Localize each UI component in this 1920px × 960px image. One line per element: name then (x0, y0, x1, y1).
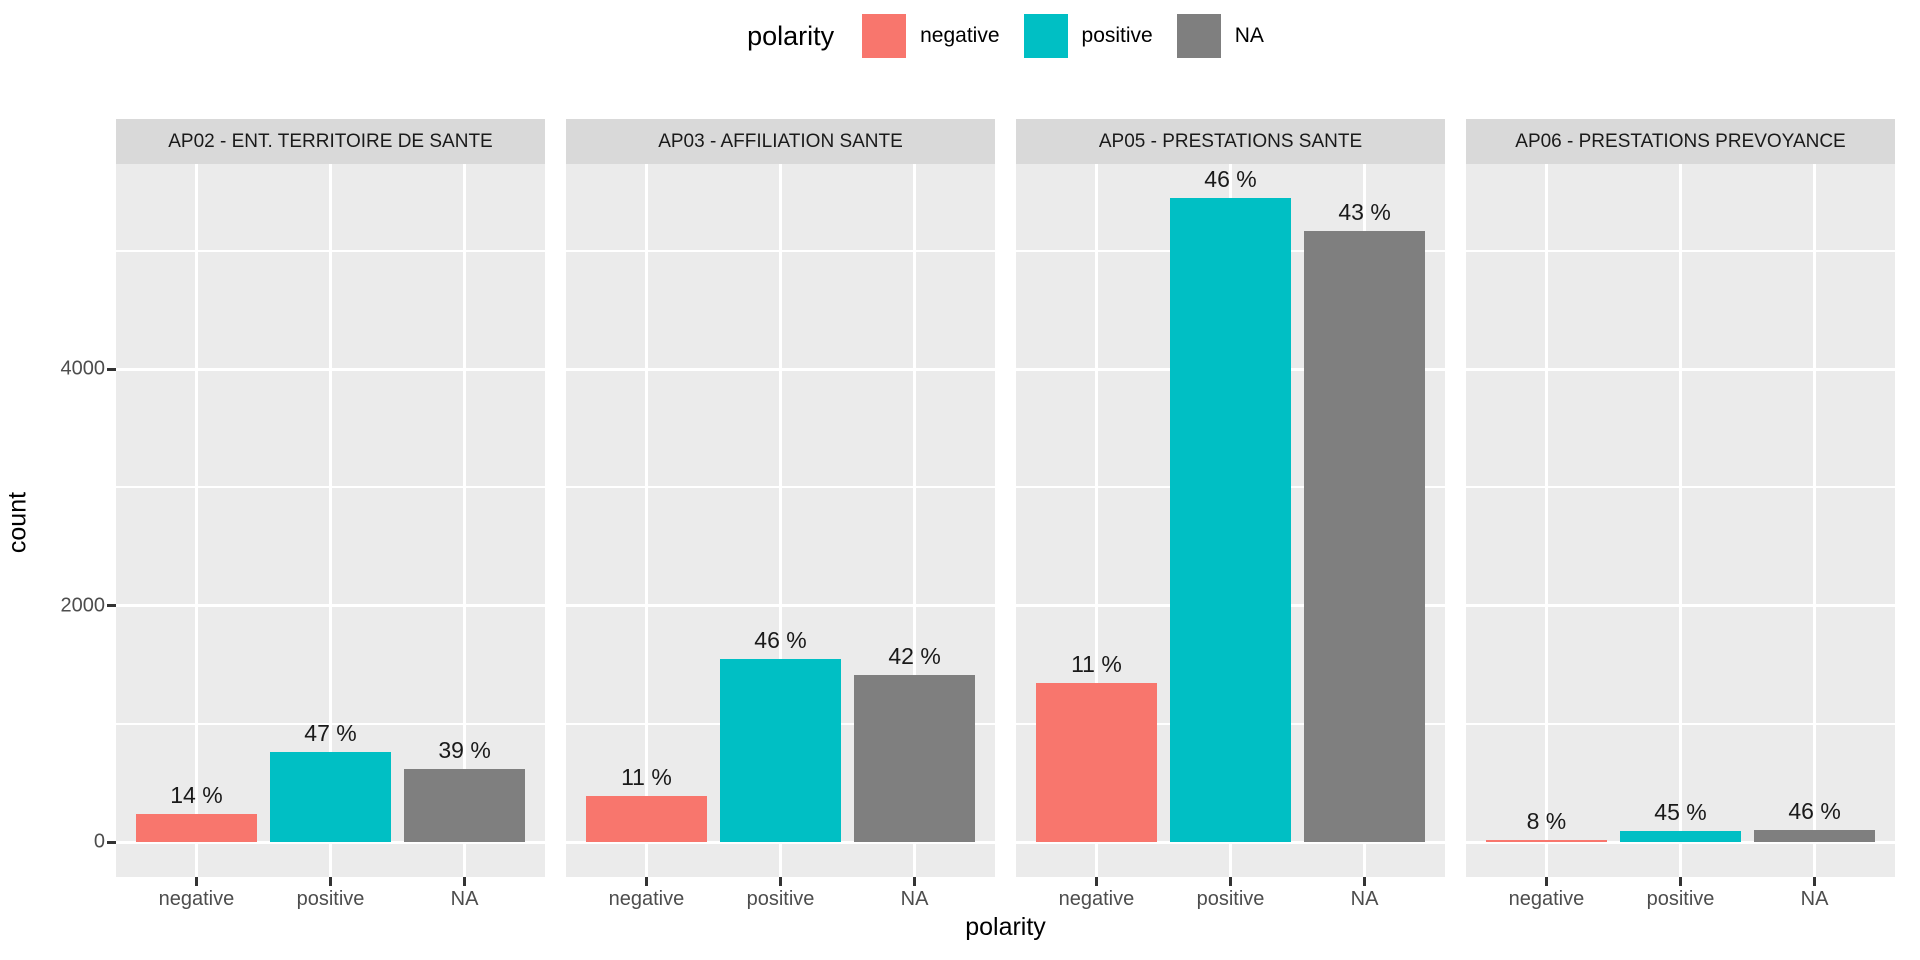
x-tick (779, 877, 782, 886)
legend-swatch-na (1176, 14, 1221, 58)
legend-swatch-positive (1023, 14, 1068, 58)
x-tick-label: NA (1350, 888, 1379, 910)
bar-value-label: 11 % (621, 764, 672, 790)
y-axis-title: count (3, 491, 32, 554)
facet-panel: 14 % 47 % 39 % (116, 164, 545, 877)
legend-item-na: NA (1176, 14, 1264, 58)
x-tick (1094, 877, 1098, 886)
bar-value-label: 39 % (438, 737, 491, 764)
bar-value-label: 11 % (1071, 650, 1122, 677)
y-tick-label: 2000 (60, 594, 106, 616)
x-tick-label: positive (1196, 888, 1265, 910)
bar-value-label: 46 % (754, 626, 807, 653)
legend: polarity negative positive NA (116, 14, 1895, 58)
bar-value-label: 14 % (170, 781, 223, 808)
legend-title: polarity (747, 20, 835, 51)
bar-value-label: 8 % (1526, 807, 1567, 834)
facet-strip: AP05 - PRESTATIONS SANTE (1016, 119, 1445, 164)
bar-value-label: 46 % (1788, 798, 1841, 825)
x-tick (1229, 877, 1232, 886)
x-tick (913, 877, 917, 886)
bar-positive (1170, 198, 1291, 842)
legend-label: positive (1081, 24, 1153, 47)
legend-swatch-negative (862, 14, 907, 58)
bar-NA (854, 675, 975, 842)
x-tick-label: positive (1646, 888, 1715, 910)
x-tick-label: positive (296, 888, 365, 910)
gridline-vertical (1094, 164, 1098, 877)
bar-negative (586, 796, 707, 842)
y-tick (107, 604, 116, 607)
x-tick-label: NA (450, 888, 479, 910)
x-tick (1544, 877, 1548, 886)
bar-negative (136, 813, 257, 842)
bar-positive (720, 658, 841, 842)
bar-value-label: 46 % (1204, 166, 1257, 192)
x-tick (463, 877, 467, 886)
x-tick (329, 877, 332, 886)
x-tick (1363, 877, 1367, 886)
bar-value-label: 43 % (1338, 199, 1391, 225)
y-tick-label: 4000 (60, 357, 106, 380)
legend-item-negative: negative (862, 14, 1000, 58)
x-tick (644, 877, 648, 886)
facet-strip: AP03 - AFFILIATION SANTE (566, 119, 995, 164)
x-tick-label: negative (608, 888, 685, 910)
gridline-vertical (913, 164, 917, 877)
bar-negative (1486, 839, 1607, 842)
bar-negative (1036, 682, 1157, 842)
bar-value-label: 45 % (1654, 798, 1707, 825)
x-tick-label: NA (900, 888, 929, 910)
facet-panel: 11 % 46 % 43 % (1016, 164, 1445, 877)
x-axis-title: polarity (965, 913, 1046, 941)
x-tick (1813, 877, 1817, 886)
facet-panel: 8 % 45 % 46 % (1466, 164, 1895, 877)
gridline-vertical (463, 164, 467, 877)
y-tick-label: 0 (93, 830, 105, 853)
bar-NA (1754, 830, 1875, 842)
bar-value-label: 47 % (304, 720, 357, 746)
facet-strip: AP02 - ENT. TERRITOIRE DE SANTE (116, 119, 545, 164)
bar-NA (1304, 231, 1425, 842)
x-tick (194, 877, 198, 886)
bar-positive (270, 752, 391, 842)
gridline-vertical (1679, 164, 1682, 877)
legend-label: NA (1234, 24, 1264, 47)
y-tick (107, 840, 116, 844)
x-tick-label: NA (1800, 888, 1829, 910)
legend-item-positive: positive (1023, 14, 1153, 58)
x-tick (1679, 877, 1682, 886)
gridline-vertical (194, 164, 198, 877)
x-tick-label: negative (158, 888, 235, 910)
facet-panel: 11 % 46 % 42 % (566, 164, 995, 877)
gridline-vertical (1544, 164, 1548, 877)
y-tick (107, 367, 116, 371)
facet-strip: AP06 - PRESTATIONS PREVOYANCE (1466, 119, 1895, 164)
bar-value-label: 42 % (888, 643, 941, 670)
gridline-vertical (644, 164, 648, 877)
gridline-vertical (1813, 164, 1817, 877)
legend-label: negative (920, 24, 1000, 47)
x-tick-label: positive (746, 888, 815, 910)
x-tick-label: negative (1508, 888, 1585, 910)
x-tick-label: negative (1058, 888, 1135, 910)
gridline-vertical (329, 164, 332, 877)
bar-positive (1620, 830, 1741, 842)
gridline-vertical (779, 164, 782, 877)
bar-NA (404, 769, 525, 842)
